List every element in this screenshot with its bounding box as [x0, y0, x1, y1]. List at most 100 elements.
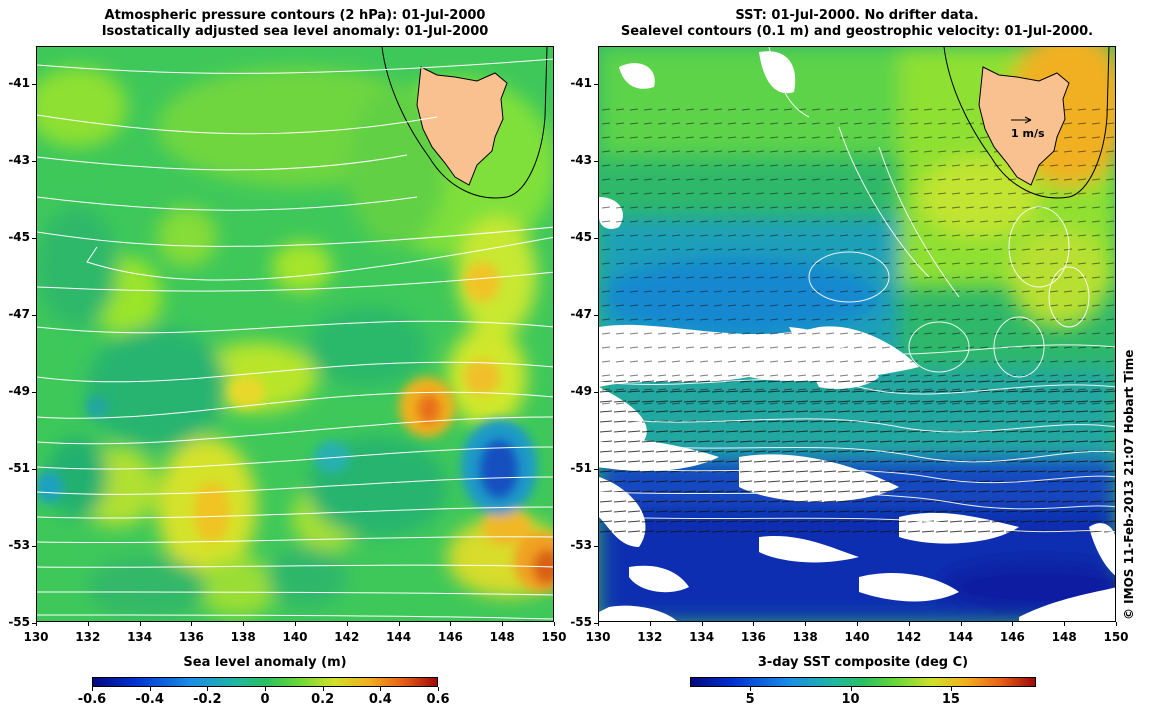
right-x-tick-mark — [805, 622, 807, 626]
left-colorbar-tick-label: -0.4 — [135, 692, 164, 707]
left-x-tick-label: 138 — [230, 630, 256, 644]
left-x-tick-label: 130 — [23, 630, 49, 644]
left-colorbar-tick-mark — [149, 687, 151, 691]
left-x-tick-mark — [450, 622, 452, 626]
right-y-tick-label: -41 — [570, 76, 592, 90]
left-colorbar-tick-label: -0.6 — [77, 692, 107, 707]
left-x-tick-mark — [295, 622, 296, 626]
left-colorbar-tick-label: 0.4 — [368, 692, 392, 707]
right-title-line2: Sealevel contours (0.1 m) and geostrophi… — [620, 24, 1094, 39]
right-x-tick-label: 148 — [1051, 630, 1077, 644]
left-colorbar-tick-label: 0.2 — [311, 692, 335, 707]
left-x-tick-label: 146 — [437, 630, 463, 644]
right-colorbar-tick-mark — [850, 687, 852, 691]
right-title-line1: SST: 01-Jul-2000. No drifter data. — [735, 8, 979, 23]
left-colorbar-tick-label: 0 — [260, 692, 270, 707]
right-x-tick-label: 142 — [896, 630, 922, 644]
right-x-tick-mark — [753, 622, 755, 626]
right-x-tick-label: 134 — [689, 630, 715, 644]
left-colorbar-tick-mark — [380, 687, 382, 691]
right-colorbar-tick-label: 15 — [941, 692, 960, 707]
right-y-tick-mark — [594, 238, 598, 239]
left-y-tick-label: -47 — [8, 307, 30, 321]
left-x-tick-mark — [346, 622, 348, 626]
right-colorbar-tick-mark — [750, 687, 752, 691]
right-y-tick-mark — [594, 546, 598, 547]
right-y-tick-mark — [594, 84, 598, 85]
right-x-tick-label: 138 — [792, 630, 818, 644]
left-y-tick-label: -51 — [8, 461, 30, 475]
right-x-tick-label: 136 — [740, 630, 766, 644]
right-x-tick-mark — [649, 622, 651, 626]
velocity-scale-arrow-icon — [1011, 116, 1032, 124]
left-title-line2: Isostatically adjusted sea level anomaly… — [101, 24, 489, 39]
right-y-tick-label: -47 — [570, 307, 592, 321]
right-x-tick-mark — [960, 622, 962, 626]
left-x-tick-label: 144 — [386, 630, 412, 644]
right-x-tick-mark — [1064, 622, 1066, 626]
left-colorbar-tick-mark — [92, 687, 93, 691]
right-colorbar-title: 3-day SST composite (deg C) — [757, 655, 969, 670]
right-x-tick-mark — [701, 622, 703, 626]
imos-credit: © IMOS 11-Feb-2013 21:07 Hobart Time — [1122, 349, 1136, 620]
left-colorbar-tick-mark — [265, 687, 266, 691]
left-colorbar-tick-mark — [207, 687, 209, 691]
left-y-tick-label: -49 — [8, 384, 30, 398]
right-x-tick-mark — [857, 622, 858, 626]
left-x-tick-mark — [502, 622, 504, 626]
left-y-tick-mark — [32, 238, 36, 239]
right-y-tick-label: -43 — [570, 153, 592, 167]
right-x-tick-label: 140 — [844, 630, 870, 644]
left-y-tick-label: -45 — [8, 230, 30, 244]
left-x-tick-label: 148 — [489, 630, 515, 644]
left-x-tick-label: 134 — [127, 630, 153, 644]
left-colorbar-tick-label: 0.6 — [426, 692, 450, 707]
left-y-tick-mark — [32, 84, 36, 85]
sst-colorbar — [690, 677, 1036, 687]
left-y-tick-mark — [32, 469, 36, 470]
left-colorbar-tick-label: -0.2 — [193, 692, 222, 707]
left-x-tick-mark — [139, 622, 141, 626]
left-x-tick-label: 132 — [75, 630, 101, 644]
sst-map: 1 m/s — [598, 46, 1116, 622]
left-x-tick-label: 150 — [541, 630, 567, 644]
left-y-tick-mark — [32, 315, 36, 316]
left-y-tick-mark — [32, 546, 36, 547]
right-x-tick-mark — [1012, 622, 1014, 626]
left-title-line1: Atmospheric pressure contours (2 hPa): 0… — [104, 8, 486, 23]
left-y-tick-label: -41 — [8, 76, 30, 90]
left-colorbar-title: Sea level anomaly (m) — [183, 655, 347, 670]
left-x-tick-label: 140 — [282, 630, 308, 644]
right-x-tick-mark — [598, 622, 599, 626]
right-y-tick-mark — [594, 392, 598, 393]
left-x-tick-mark — [554, 622, 555, 626]
velocity-scale-label: 1 m/s — [1011, 127, 1045, 140]
right-x-tick-label: 144 — [948, 630, 974, 644]
left-x-tick-label: 136 — [178, 630, 204, 644]
left-y-tick-label: -53 — [8, 538, 30, 552]
right-x-tick-mark — [1116, 622, 1117, 626]
right-x-tick-mark — [908, 622, 910, 626]
right-y-tick-label: -45 — [570, 230, 592, 244]
sea-level-anomaly-map — [36, 46, 554, 622]
right-y-tick-label: -49 — [570, 384, 592, 398]
right-x-tick-label: 146 — [999, 630, 1025, 644]
left-x-tick-mark — [87, 622, 89, 626]
right-y-tick-mark — [594, 469, 598, 470]
left-y-tick-label: -43 — [8, 153, 30, 167]
left-y-tick-mark — [32, 392, 36, 393]
right-x-tick-label: 132 — [637, 630, 663, 644]
left-y-tick-label: -55 — [8, 615, 30, 629]
left-x-tick-mark — [36, 622, 37, 626]
left-y-tick-mark — [32, 623, 36, 624]
right-x-tick-label: 130 — [585, 630, 611, 644]
left-x-tick-mark — [191, 622, 193, 626]
right-x-tick-label: 150 — [1103, 630, 1129, 644]
right-colorbar-tick-label: 10 — [841, 692, 860, 707]
right-y-tick-mark — [594, 315, 598, 316]
left-x-tick-mark — [243, 622, 245, 626]
left-x-tick-label: 142 — [334, 630, 360, 644]
right-y-tick-mark — [594, 623, 598, 624]
left-colorbar-tick-mark — [322, 687, 324, 691]
right-colorbar-tick-label: 5 — [745, 692, 755, 707]
